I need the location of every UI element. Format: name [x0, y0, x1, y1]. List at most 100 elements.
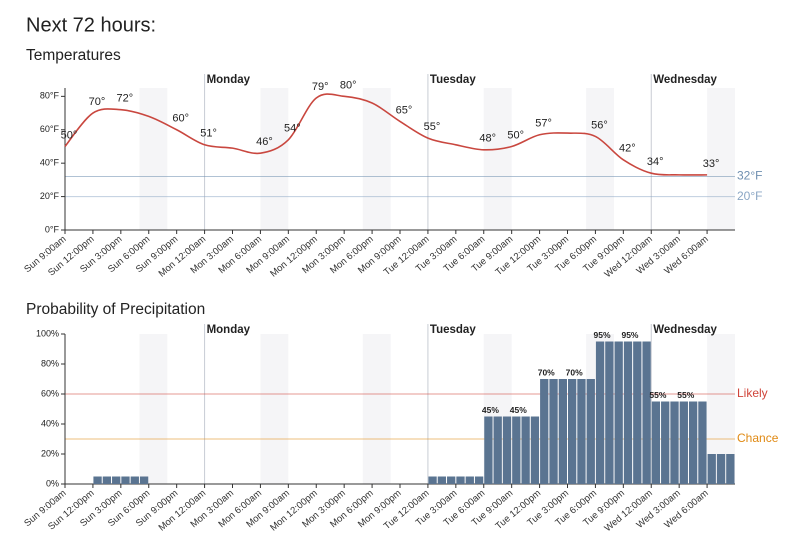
value-label: 55%: [649, 390, 666, 400]
value-label: 48°: [479, 133, 496, 145]
bar: [521, 416, 530, 484]
y-tick-label: 100%: [36, 328, 59, 338]
value-label: 46°: [256, 136, 273, 148]
bar: [437, 476, 447, 484]
value-label: 50°: [507, 129, 524, 141]
bar: [465, 476, 474, 484]
bar: [130, 476, 139, 484]
y-tick-label: 0%: [46, 478, 59, 488]
page-title: Next 72 hours:: [26, 14, 156, 36]
value-label: 42°: [619, 143, 636, 155]
bar: [502, 416, 512, 484]
value-label: 45%: [510, 405, 527, 415]
y-tick-label: 40°F: [40, 158, 60, 168]
bar: [577, 379, 586, 484]
y-tick-label: 80°F: [40, 91, 60, 101]
bar: [679, 401, 688, 484]
value-label: 70%: [566, 367, 583, 377]
reference-label: 32°F: [737, 169, 762, 183]
value-label: 55%: [677, 390, 694, 400]
y-tick-label: 60°F: [40, 124, 60, 134]
bar: [549, 379, 558, 484]
night-band: [139, 334, 168, 484]
bar: [642, 341, 651, 484]
day-label: Tuesday: [430, 74, 476, 86]
value-label: 70°: [89, 96, 106, 108]
reference-label: Likely: [737, 386, 768, 400]
reference-label: Chance: [737, 431, 779, 445]
y-tick-label: 40%: [41, 418, 59, 428]
value-label: 54°: [284, 123, 301, 135]
value-label: 79°: [312, 81, 329, 93]
reference-label: 20°F: [737, 189, 762, 203]
night-band: [362, 334, 391, 484]
value-label: 51°: [200, 128, 217, 140]
bar: [112, 476, 121, 484]
bar: [121, 476, 130, 484]
bar: [493, 416, 502, 484]
value-label: 55°: [424, 121, 441, 133]
temperature-line: [64, 93, 708, 176]
bar: [726, 454, 735, 484]
day-label: Monday: [207, 74, 251, 86]
day-label: Tuesday: [430, 324, 476, 336]
value-label: 72°: [117, 93, 134, 105]
night-band: [260, 334, 289, 484]
value-label: 50°: [61, 129, 78, 141]
bar: [530, 416, 540, 484]
bar: [428, 476, 437, 484]
bar: [698, 401, 707, 484]
bar: [102, 476, 112, 484]
bar: [568, 379, 577, 484]
night-band: [362, 88, 391, 230]
bar: [447, 476, 456, 484]
bar: [633, 341, 642, 484]
bar: [93, 476, 102, 484]
bar: [688, 401, 698, 484]
bar: [651, 401, 661, 484]
night-band: [260, 88, 289, 230]
bar: [512, 416, 521, 484]
value-label: 57°: [535, 118, 552, 130]
chart-title: Probability of Precipitation: [26, 301, 205, 318]
day-label: Wednesday: [653, 74, 717, 86]
value-label: 33°: [703, 158, 720, 170]
bar: [661, 401, 670, 484]
y-tick-label: 80%: [41, 358, 59, 368]
bar: [558, 379, 567, 484]
bar: [484, 416, 493, 484]
night-band: [707, 88, 735, 230]
y-tick-label: 60%: [41, 388, 59, 398]
day-label: Monday: [207, 324, 251, 336]
bar: [474, 476, 484, 484]
bar: [670, 401, 679, 484]
bar: [456, 476, 465, 484]
value-label: 65°: [396, 104, 413, 116]
bar: [586, 379, 595, 484]
value-label: 56°: [591, 119, 608, 131]
bar: [716, 454, 726, 484]
value-label: 45%: [482, 405, 499, 415]
bar: [540, 379, 549, 484]
value-label: 34°: [647, 156, 664, 168]
bar: [614, 341, 623, 484]
night-band: [139, 88, 168, 230]
bar: [595, 341, 605, 484]
day-label: Wednesday: [653, 324, 717, 336]
y-tick-label: 20°F: [40, 191, 60, 201]
y-tick-label: 0°F: [45, 224, 60, 234]
bar: [605, 341, 614, 484]
value-label: 80°: [340, 79, 357, 91]
bar: [623, 341, 633, 484]
value-label: 60°: [172, 113, 189, 125]
night-band: [586, 88, 615, 230]
bar: [139, 476, 149, 484]
value-label: 70%: [538, 367, 555, 377]
night-band: [483, 88, 512, 230]
chart-title: Temperatures: [26, 47, 121, 64]
bar: [707, 454, 716, 484]
value-label: 95%: [594, 330, 611, 340]
value-label: 95%: [621, 330, 638, 340]
y-tick-label: 20%: [41, 448, 59, 458]
